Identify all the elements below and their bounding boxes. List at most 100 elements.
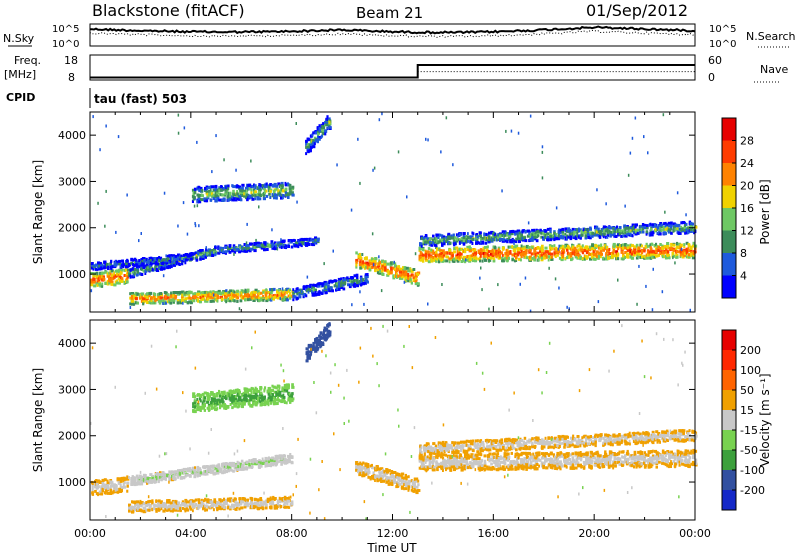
power-cell	[660, 223, 664, 227]
power-noise-cell	[372, 263, 375, 267]
power-cell	[338, 287, 341, 291]
power-cell	[434, 256, 437, 260]
power-cell	[265, 182, 268, 186]
power-cell	[281, 196, 284, 200]
power-cell	[241, 194, 244, 197]
power-cell	[438, 233, 442, 237]
power-cell	[291, 193, 295, 197]
power-cell	[188, 300, 191, 304]
power-cell	[90, 278, 94, 282]
power-cell	[316, 140, 319, 144]
freq-left-tick-bottom: 8	[68, 71, 75, 84]
power-cell	[228, 250, 232, 254]
power-cell	[661, 251, 664, 255]
power-cell	[443, 237, 445, 241]
power-cell	[302, 295, 305, 299]
power-cell	[166, 266, 170, 270]
power-cell	[404, 276, 407, 280]
power-cell	[130, 261, 134, 265]
power-cell	[654, 226, 658, 230]
power-cell	[262, 197, 266, 201]
power-cell	[125, 262, 128, 266]
power-cell	[318, 291, 321, 295]
power-cell	[407, 269, 410, 273]
power-cell	[683, 245, 686, 248]
power-cell	[237, 296, 239, 300]
power-cell	[192, 299, 195, 303]
power-cell	[254, 184, 257, 188]
power-cell	[673, 228, 676, 232]
power-cell	[501, 247, 505, 251]
power-cell	[206, 190, 209, 194]
velocity-cell	[251, 502, 254, 506]
power-cell	[239, 294, 242, 298]
power-cell	[224, 251, 227, 255]
power-cell	[675, 253, 679, 257]
power-cell	[419, 255, 423, 259]
power-cell	[504, 231, 507, 235]
power-cell	[571, 250, 575, 254]
velocity-cell	[259, 503, 262, 507]
velocity-cell	[97, 485, 100, 489]
power-cell	[598, 235, 602, 239]
power-cell	[111, 265, 114, 269]
power-noise-cell	[676, 191, 679, 195]
power-cell	[356, 275, 358, 279]
power-cell	[626, 248, 631, 252]
power-cell	[147, 259, 150, 263]
power-cell	[222, 250, 225, 254]
power-cell	[571, 245, 575, 249]
power-cell	[144, 264, 147, 268]
power-noise-cell	[649, 243, 651, 247]
power-cell	[594, 257, 597, 261]
power-cell	[364, 275, 368, 279]
power-cell	[314, 241, 317, 245]
power-cell	[133, 268, 137, 272]
power-cell	[602, 256, 605, 260]
power-cell	[603, 247, 606, 251]
velocity-cell	[283, 503, 286, 507]
velocity-cell	[131, 500, 134, 504]
power-cell	[613, 232, 616, 236]
power-cell	[553, 244, 556, 248]
power-cell	[170, 257, 173, 261]
power-cell	[262, 294, 264, 298]
velocity-cell	[101, 484, 104, 488]
power-cell	[311, 286, 315, 290]
power-cell	[90, 263, 94, 267]
velocity-cell	[98, 490, 102, 494]
velocity-cell	[239, 497, 242, 501]
power-cell	[466, 255, 469, 258]
power-noise-cell	[557, 247, 560, 251]
power-cell	[641, 230, 645, 234]
power-cell	[244, 186, 248, 190]
velocity-cell	[148, 508, 151, 512]
power-cell	[186, 257, 189, 261]
power-cell	[676, 245, 678, 249]
power-cell	[562, 245, 565, 249]
power-cell	[277, 189, 280, 193]
power-cell	[630, 256, 633, 260]
power-noise-cell	[558, 286, 560, 290]
power-cell	[269, 288, 273, 292]
power-cell	[143, 257, 146, 261]
power-cell	[314, 291, 317, 294]
power-cell	[139, 272, 141, 276]
power-cell	[534, 231, 537, 235]
power-cell	[545, 255, 548, 259]
power-cell	[557, 252, 560, 256]
power-cell	[236, 190, 239, 193]
power-cell	[392, 266, 396, 270]
power-cell	[540, 252, 543, 256]
power-cell	[483, 234, 486, 238]
power-cell	[174, 296, 177, 300]
velocity-cell	[101, 478, 105, 482]
power-cell	[331, 289, 334, 293]
power-cell	[227, 187, 230, 191]
power-cell	[511, 229, 515, 233]
power-cell	[634, 225, 637, 229]
power-cell	[531, 256, 534, 260]
power-cell	[577, 255, 581, 259]
power-cell	[324, 291, 327, 295]
power-cell	[369, 262, 373, 266]
